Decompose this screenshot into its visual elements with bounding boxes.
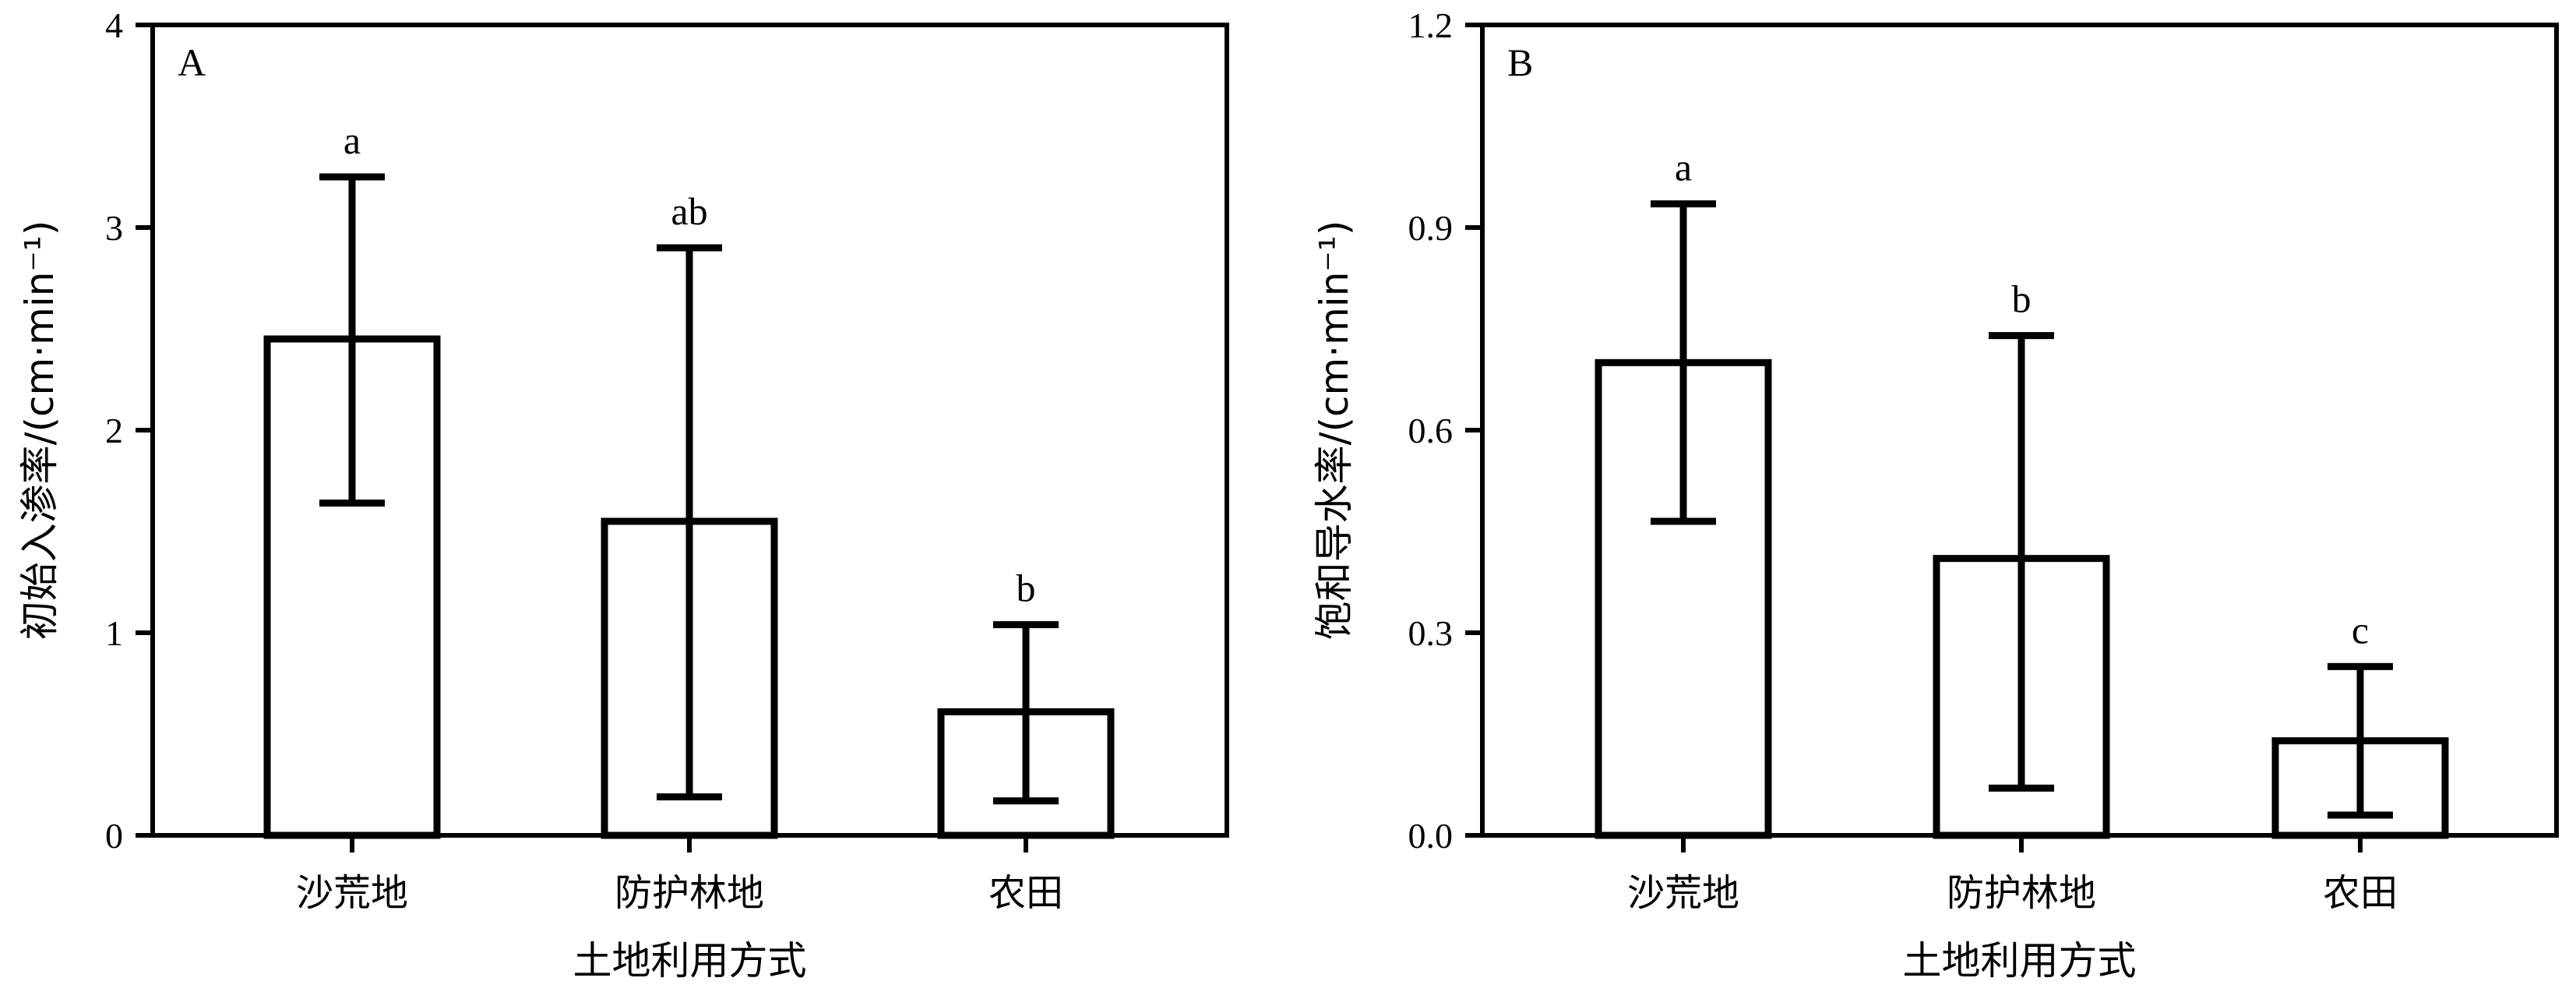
y-tick-label: 0.0	[1408, 816, 1454, 856]
y-tick-label: 0.6	[1408, 411, 1454, 450]
x-axis-title: 土地利用方式	[573, 938, 807, 983]
panel-label: B	[1507, 41, 1533, 84]
y-axis-title: 初始入渗率/(cm·min⁻¹)	[17, 221, 62, 641]
significance-label: ab	[671, 189, 707, 233]
x-tick-label: 农田	[2323, 871, 2398, 915]
y-tick-label: 0.9	[1408, 208, 1454, 248]
x-axis-title: 土地利用方式	[1903, 938, 2137, 983]
y-tick-label: 1	[105, 613, 123, 653]
significance-label: c	[2352, 608, 2369, 651]
x-tick-label: 沙荒地	[296, 871, 408, 915]
panel-label: A	[178, 41, 206, 84]
y-tick-label: 4	[105, 5, 123, 45]
significance-label: a	[1675, 146, 1692, 189]
x-tick-label: 沙荒地	[1627, 871, 1739, 915]
x-tick-label: 防护林地	[615, 871, 764, 915]
significance-label: b	[2012, 277, 2032, 321]
x-tick-label: 防护林地	[1947, 871, 2096, 915]
y-tick-label: 0.3	[1408, 613, 1454, 653]
y-tick-label: 1.2	[1408, 5, 1454, 45]
y-tick-label: 0	[105, 816, 123, 856]
y-tick-label: 3	[105, 208, 123, 248]
y-axis-title: 饱和导水率/(cm·min⁻¹)	[1312, 221, 1357, 641]
significance-label: b	[1017, 567, 1036, 610]
significance-label: a	[344, 118, 361, 162]
x-tick-label: 农田	[988, 871, 1063, 915]
y-tick-label: 2	[105, 411, 123, 450]
